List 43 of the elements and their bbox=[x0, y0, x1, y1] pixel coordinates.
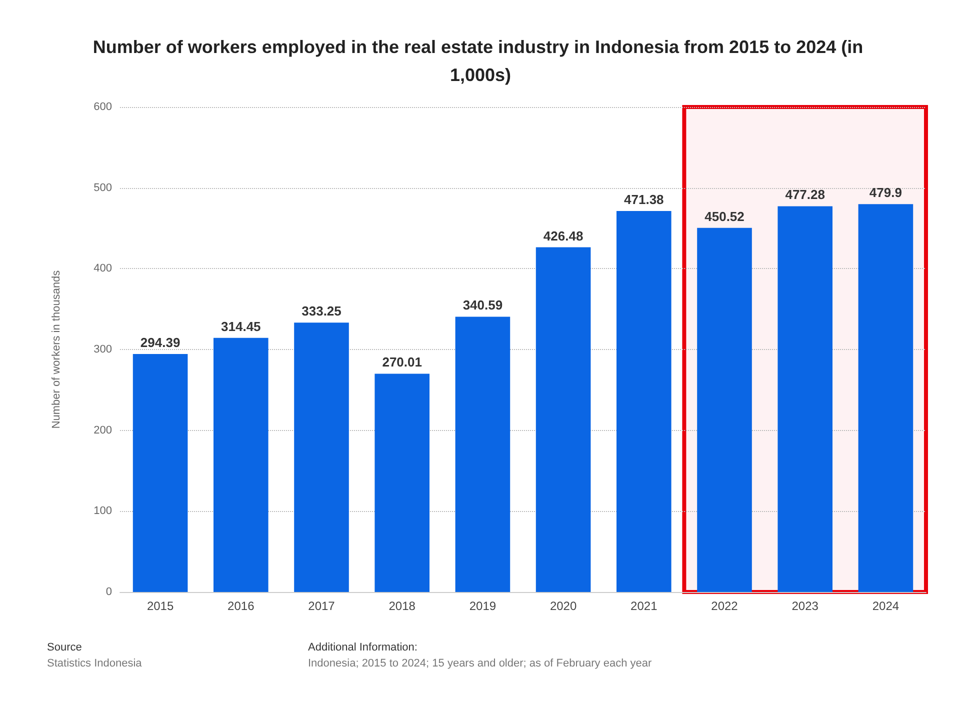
y-tick-label: 300 bbox=[94, 344, 112, 356]
text: Indonesia; 2015 to 2024; 15 years and older; as of February each year bbox=[308, 658, 652, 670]
bar bbox=[858, 204, 914, 592]
bar bbox=[616, 210, 672, 592]
data-label: 314.45 bbox=[221, 318, 261, 334]
data-label: 471.38 bbox=[624, 192, 664, 207]
bar bbox=[536, 247, 591, 592]
bar bbox=[778, 206, 833, 592]
x-tick-label: 2020 bbox=[550, 599, 577, 613]
x-tick-label: 2024 bbox=[872, 599, 900, 613]
x-tick-label: 2023 bbox=[792, 599, 819, 613]
y-tick-label: 200 bbox=[94, 424, 112, 436]
data-label: 294.39 bbox=[140, 335, 180, 350]
x-tick-label: 2019 bbox=[469, 599, 496, 613]
data-label: 479.9 bbox=[869, 185, 902, 200]
data-label: 340.59 bbox=[462, 298, 503, 313]
y-tick-label: 400 bbox=[94, 262, 112, 275]
bar bbox=[213, 338, 268, 592]
x-tick-label: 2017 bbox=[308, 599, 336, 613]
data-label: 426.48 bbox=[543, 228, 584, 244]
bar bbox=[697, 228, 752, 592]
x-tick-label: 2022 bbox=[711, 599, 738, 613]
data-label: 450.52 bbox=[704, 208, 744, 224]
y-tick-label: 500 bbox=[94, 182, 112, 194]
bar bbox=[455, 316, 510, 592]
text: Source bbox=[47, 642, 82, 654]
x-tick-label: 2015 bbox=[146, 599, 174, 613]
bar bbox=[294, 322, 349, 592]
x-tick-label: 2018 bbox=[388, 599, 416, 613]
y-tick-label: 100 bbox=[94, 505, 112, 518]
y-tick-label: 0 bbox=[106, 586, 112, 598]
y-axis-title: Number of workers in thousands bbox=[50, 270, 62, 429]
y-tick-label: 600 bbox=[94, 101, 112, 113]
bar bbox=[374, 374, 430, 592]
data-label: 477.28 bbox=[785, 187, 825, 202]
chart-title: Number of workers employed in the real estate industry in Indonesia from 2015 to 2024 (in 1,000s) bbox=[92, 37, 868, 85]
text: Additional Information: bbox=[308, 642, 418, 654]
x-tick-label: 2016 bbox=[228, 599, 255, 613]
text: Statistics Indonesia bbox=[47, 658, 143, 670]
x-tick-label: 2021 bbox=[630, 599, 658, 613]
data-label: 333.25 bbox=[302, 304, 342, 319]
data-label: 270.01 bbox=[382, 354, 422, 370]
bar bbox=[132, 354, 188, 592]
